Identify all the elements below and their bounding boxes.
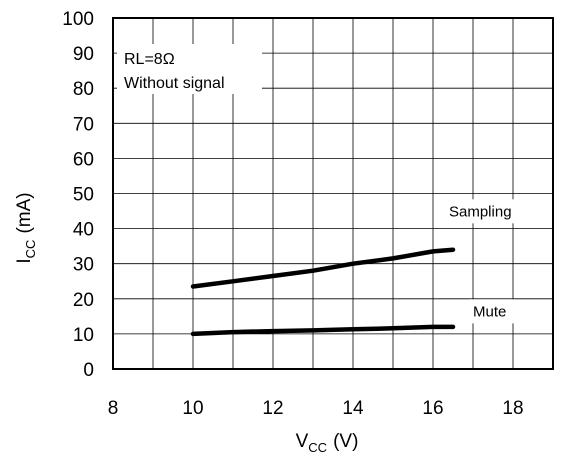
annotation-line-2: Without signal — [124, 75, 225, 92]
x-tick-label: 18 — [502, 398, 523, 419]
y-tick-label: 50 — [73, 185, 94, 206]
x-tick-label: 12 — [262, 398, 283, 419]
y-axis-label: ICC (mA) — [14, 192, 38, 263]
x-axis-label-sub: CC — [308, 440, 327, 455]
x-axis-label-unit: (V) — [333, 431, 358, 452]
y-tick-label: 0 — [83, 360, 94, 381]
grid-lines — [113, 18, 553, 369]
y-tick-label: 90 — [73, 44, 94, 65]
x-axis-label: VCC (V) — [296, 431, 359, 455]
condition-annotation: RL=8Ω Without signal — [117, 44, 262, 94]
y-axis-label-main: I — [14, 258, 35, 263]
series-lines — [190, 247, 456, 337]
annotation-line-1: RL=8Ω — [124, 51, 175, 68]
y-axis-label-unit: (mA) — [14, 192, 35, 233]
series-line-mute — [190, 324, 456, 337]
y-tick-label: 80 — [73, 79, 94, 100]
plot-frame — [112, 17, 554, 370]
series-label-sampling: Sampling — [449, 203, 512, 220]
series-label-background — [469, 299, 515, 324]
y-axis-label-sub: CC — [23, 240, 38, 259]
y-tick-label: 100 — [62, 9, 94, 30]
y-tick-label: 70 — [73, 114, 94, 135]
x-tick-label: 16 — [422, 398, 443, 419]
x-axis-label-main: V — [296, 431, 309, 452]
series-label-mute: Mute — [473, 303, 506, 320]
series-label-background — [445, 199, 527, 224]
x-tick-label: 10 — [182, 398, 203, 419]
y-tick-label: 60 — [73, 149, 94, 170]
y-tick-label: 20 — [73, 290, 94, 311]
series-labels: Sampling Mute — [445, 199, 527, 324]
tick-labels: 0 10 20 30 40 50 60 70 80 90 100 8 10 12 14 16 18 — [62, 9, 523, 419]
series-line-sampling — [190, 247, 456, 289]
y-tick-label: 10 — [73, 325, 94, 346]
y-tick-label: 40 — [73, 220, 94, 241]
x-tick-label: 8 — [108, 398, 119, 419]
x-tick-label: 14 — [342, 398, 364, 419]
y-tick-label: 30 — [73, 255, 94, 276]
